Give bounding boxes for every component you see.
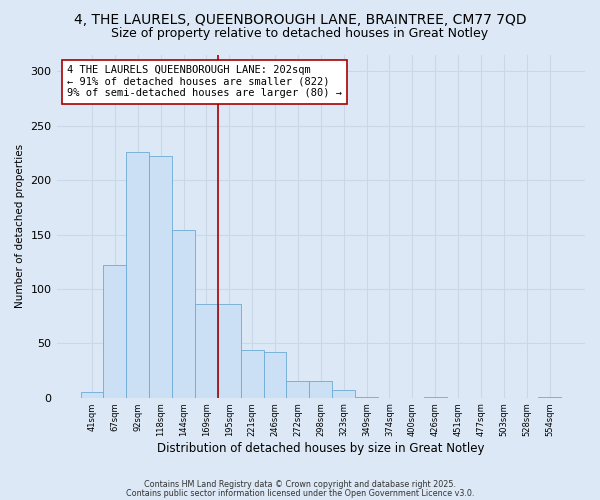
Text: 4 THE LAURELS QUEENBOROUGH LANE: 202sqm
← 91% of detached houses are smaller (82: 4 THE LAURELS QUEENBOROUGH LANE: 202sqm … xyxy=(67,66,342,98)
Text: Size of property relative to detached houses in Great Notley: Size of property relative to detached ho… xyxy=(112,28,488,40)
X-axis label: Distribution of detached houses by size in Great Notley: Distribution of detached houses by size … xyxy=(157,442,485,455)
Bar xyxy=(172,230,195,398)
Bar xyxy=(103,265,127,398)
Bar xyxy=(195,304,218,398)
Bar xyxy=(538,396,561,398)
Bar xyxy=(286,382,310,398)
Bar xyxy=(80,392,103,398)
Bar xyxy=(355,396,378,398)
Y-axis label: Number of detached properties: Number of detached properties xyxy=(15,144,25,308)
Text: Contains public sector information licensed under the Open Government Licence v3: Contains public sector information licen… xyxy=(126,488,474,498)
Bar xyxy=(263,352,286,398)
Bar xyxy=(424,396,446,398)
Bar xyxy=(149,156,172,398)
Bar xyxy=(241,350,263,398)
Bar xyxy=(332,390,355,398)
Bar xyxy=(218,304,241,398)
Bar xyxy=(127,152,149,398)
Text: 4, THE LAURELS, QUEENBOROUGH LANE, BRAINTREE, CM77 7QD: 4, THE LAURELS, QUEENBOROUGH LANE, BRAIN… xyxy=(74,12,526,26)
Bar xyxy=(310,382,332,398)
Text: Contains HM Land Registry data © Crown copyright and database right 2025.: Contains HM Land Registry data © Crown c… xyxy=(144,480,456,489)
